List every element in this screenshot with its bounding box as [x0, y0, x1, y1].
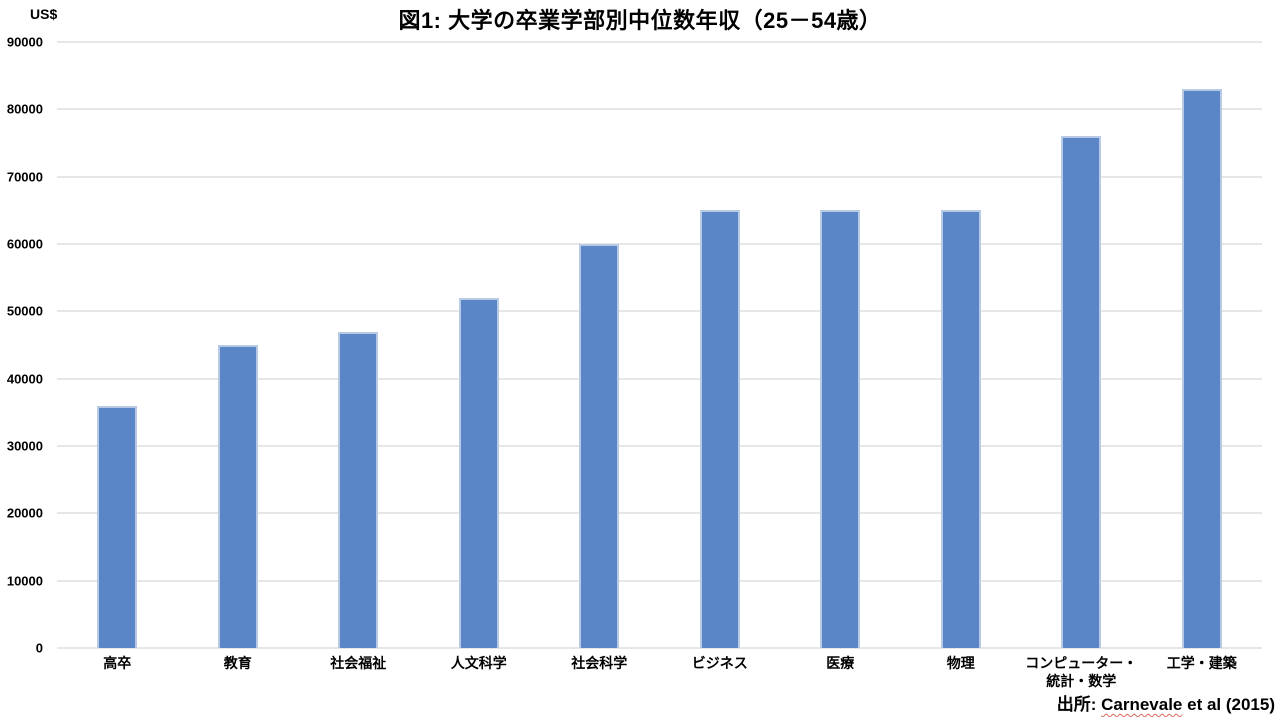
bar — [579, 244, 620, 648]
bar-column — [539, 42, 660, 648]
category-label: ビジネス — [691, 655, 748, 671]
bar-column — [1021, 42, 1142, 648]
bar-column — [298, 42, 419, 648]
category-label: 工学・建築 — [1166, 655, 1237, 671]
y-tick-label: 10000 — [6, 573, 43, 589]
bar — [217, 345, 258, 648]
gridline — [57, 243, 1262, 245]
gridline — [57, 647, 1262, 649]
bar-column — [419, 42, 540, 648]
y-axis-unit-label: US$ — [30, 6, 58, 22]
y-tick-label: 50000 — [6, 303, 43, 319]
bar — [1061, 136, 1102, 648]
source-suffix: et al (2015) — [1182, 695, 1275, 714]
gridline — [57, 108, 1262, 111]
y-tick-label: 60000 — [6, 236, 43, 252]
bar-column — [660, 42, 781, 648]
y-tick-label: 70000 — [6, 169, 43, 185]
gridline — [57, 377, 1262, 380]
gridline — [57, 310, 1262, 313]
bar — [1181, 89, 1222, 648]
y-axis-labels: 0 10000 20000 30000 40000 50000 60000 70000 8000… — [0, 36, 50, 655]
bar — [699, 210, 740, 648]
bar — [940, 210, 981, 648]
plot-area — [57, 41, 1262, 649]
category-label: 社会科学 — [571, 655, 628, 671]
category-label: 物理 — [946, 655, 975, 671]
y-tick-label: 0 — [35, 640, 43, 656]
category-label: 高卒 — [103, 655, 132, 671]
bar-column — [178, 42, 299, 648]
gridline — [57, 445, 1262, 447]
category-label: 教育 — [223, 655, 252, 671]
source-note: 出所: Carnevale et al (2015) — [1057, 690, 1275, 715]
gridline — [57, 175, 1262, 178]
y-tick-label: 30000 — [6, 438, 43, 454]
y-tick-label: 80000 — [6, 101, 43, 117]
gridline — [57, 41, 1262, 43]
y-tick-label: 90000 — [6, 34, 43, 50]
source-prefix: 出所: — [1056, 695, 1102, 714]
gridline — [57, 579, 1262, 582]
bar-column — [901, 42, 1022, 648]
bar — [97, 405, 138, 648]
bar-series — [57, 42, 1262, 648]
bar — [458, 297, 499, 648]
bar-column — [57, 42, 178, 648]
bar-column — [1142, 42, 1263, 648]
category-label: コンピューター・ 統計・数学 — [1025, 655, 1138, 689]
category-label: 社会福祉 — [330, 655, 387, 671]
source-cited-author: Carnevale — [1101, 695, 1183, 714]
chart-title: 図1: 大学の卒業学部別中位数年収（25－54歳） — [398, 8, 882, 33]
y-tick-label: 20000 — [6, 505, 43, 521]
bar — [338, 331, 379, 648]
gridline — [57, 512, 1262, 515]
category-label: 医療 — [826, 655, 855, 671]
category-label: 人文科学 — [450, 655, 507, 671]
bar — [820, 210, 861, 648]
x-axis-category-labels: 高卒 教育 社会福祉 人文科学 社会科学 ビジネス 医療 物理 コンピューター・ 統計・数学 工学… — [57, 654, 1262, 690]
bar-column — [780, 42, 901, 648]
y-tick-label: 40000 — [6, 371, 43, 387]
